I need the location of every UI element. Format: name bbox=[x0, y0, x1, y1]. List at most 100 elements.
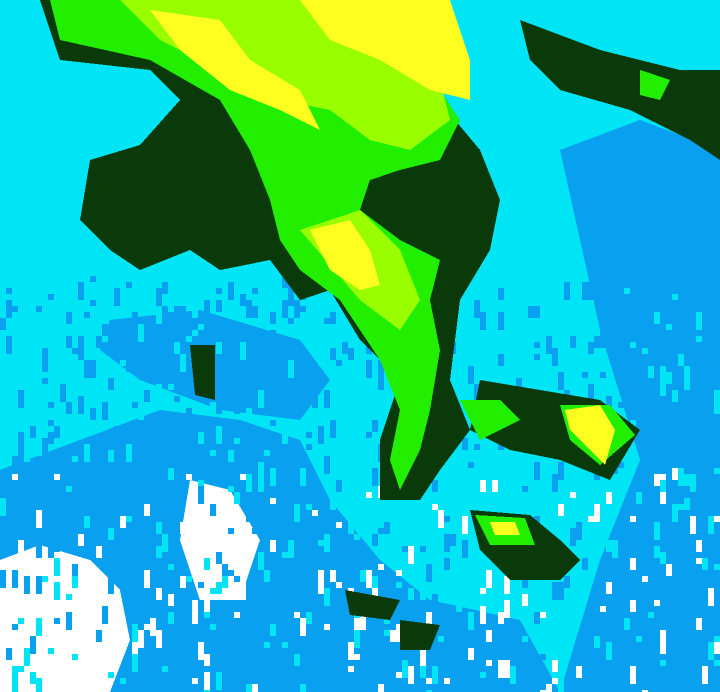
radar-speckle bbox=[696, 528, 702, 540]
radar-speckle bbox=[624, 618, 630, 630]
radar-speckle bbox=[648, 612, 654, 618]
radar-speckle bbox=[162, 666, 168, 672]
radar-speckle bbox=[426, 678, 432, 684]
radar-speckle bbox=[372, 468, 378, 486]
radar-speckle bbox=[282, 630, 288, 642]
radar-speckle bbox=[330, 312, 336, 324]
radar-speckle bbox=[318, 348, 324, 366]
radar-speckle bbox=[168, 594, 174, 606]
radar-speckle bbox=[666, 324, 672, 330]
radar-speckle bbox=[30, 324, 36, 336]
radar-speckle bbox=[60, 408, 66, 414]
radar-speckle bbox=[600, 678, 606, 684]
radar-speckle bbox=[654, 600, 660, 606]
radar-speckle bbox=[672, 504, 678, 522]
radar-speckle bbox=[48, 546, 54, 558]
radar-speckle bbox=[108, 636, 114, 648]
radar-speckle bbox=[330, 492, 336, 510]
radar-speckle bbox=[174, 462, 180, 474]
radar-speckle bbox=[486, 630, 492, 642]
radar-speckle bbox=[6, 288, 12, 294]
radar-speckle bbox=[162, 306, 168, 324]
radar-speckle bbox=[216, 396, 222, 414]
radar-speckle bbox=[252, 684, 258, 692]
radar-speckle bbox=[294, 504, 300, 522]
radar-speckle bbox=[138, 414, 144, 420]
radar-speckle bbox=[546, 684, 552, 692]
radar-speckle bbox=[144, 570, 150, 588]
radar-speckle bbox=[264, 642, 270, 648]
intense-echo-layer bbox=[150, 0, 615, 535]
radar-speckle bbox=[432, 504, 438, 510]
radar-speckle bbox=[444, 516, 450, 522]
radar-speckle bbox=[438, 510, 444, 528]
radar-speckle bbox=[648, 366, 654, 378]
radar-speckle bbox=[336, 582, 342, 588]
radar-speckle bbox=[48, 558, 54, 576]
radar-speckle bbox=[672, 672, 678, 678]
radar-speckle bbox=[678, 354, 684, 366]
radar-speckle bbox=[192, 558, 198, 576]
radar-speckle bbox=[468, 660, 474, 678]
radar-speckle bbox=[636, 636, 642, 642]
radar-speckle bbox=[486, 570, 492, 588]
radar-speckle bbox=[660, 474, 666, 480]
radar-speckle bbox=[216, 426, 222, 444]
radar-speckle bbox=[246, 474, 252, 492]
radar-speckle bbox=[582, 372, 588, 378]
radar-speckle bbox=[468, 462, 474, 468]
radar-speckle bbox=[234, 528, 240, 546]
radar-speckle bbox=[570, 516, 576, 522]
radar-speckle bbox=[630, 678, 636, 684]
radar-speckle bbox=[42, 378, 48, 384]
radar-speckle bbox=[576, 468, 582, 486]
radar-speckle bbox=[354, 396, 360, 414]
radar-speckle bbox=[612, 294, 618, 306]
radar-speckle bbox=[582, 282, 588, 300]
radar-speckle bbox=[522, 666, 528, 684]
radar-speckle bbox=[60, 384, 66, 390]
radar-speckle bbox=[618, 366, 624, 384]
radar-speckle bbox=[270, 360, 276, 378]
radar-speckle bbox=[306, 504, 312, 510]
radar-speckle bbox=[516, 378, 522, 390]
radar-speckle bbox=[162, 294, 168, 306]
radar-speckle bbox=[360, 624, 366, 630]
radar-speckle bbox=[258, 474, 264, 492]
radar-speckle bbox=[612, 540, 618, 558]
radar-speckle bbox=[216, 342, 222, 354]
radar-speckle bbox=[438, 636, 444, 642]
radar-speckle bbox=[558, 462, 564, 480]
radar-speckle bbox=[360, 582, 366, 600]
radar-speckle bbox=[18, 492, 24, 504]
radar-speckle bbox=[12, 306, 18, 312]
radar-speckle bbox=[534, 516, 540, 522]
radar-speckle bbox=[72, 618, 78, 636]
radar-speckle bbox=[708, 408, 714, 426]
radar-speckle bbox=[396, 684, 402, 690]
radar-speckle bbox=[72, 456, 78, 462]
radar-speckle bbox=[624, 558, 630, 570]
radar-speckle bbox=[564, 282, 570, 300]
radar-speckle bbox=[396, 570, 402, 576]
radar-speckle bbox=[672, 456, 678, 474]
radar-speckle bbox=[504, 480, 510, 492]
radar-speckle bbox=[576, 666, 582, 678]
radar-speckle bbox=[318, 450, 324, 462]
radar-speckle bbox=[594, 636, 600, 648]
radar-speckle bbox=[48, 294, 54, 300]
radar-speckle bbox=[78, 534, 84, 546]
radar-speckle bbox=[396, 672, 402, 678]
radar-speckle bbox=[156, 630, 162, 648]
radar-speckle bbox=[396, 582, 402, 588]
radar-speckle bbox=[132, 654, 138, 672]
radar-speckle bbox=[390, 630, 396, 642]
radar-speckle bbox=[216, 624, 222, 636]
blue-region-east bbox=[560, 120, 720, 692]
radar-speckle bbox=[192, 318, 198, 330]
radar-speckle bbox=[12, 678, 18, 692]
radar-speckle bbox=[282, 282, 288, 288]
radar-speckle bbox=[684, 378, 690, 390]
radar-speckle bbox=[600, 330, 606, 348]
radar-speckle bbox=[660, 486, 666, 504]
